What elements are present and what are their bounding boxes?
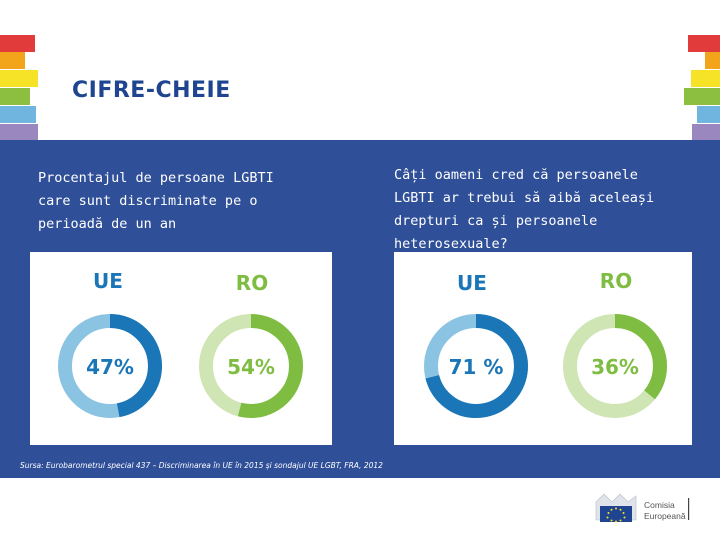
donut-value-arc bbox=[424, 314, 528, 418]
donut-value-arc bbox=[58, 314, 162, 418]
donut-value-arc bbox=[563, 314, 667, 418]
stripe bbox=[0, 124, 38, 141]
stripe bbox=[697, 106, 720, 123]
question-line: care sunt discriminate pe o bbox=[38, 193, 258, 209]
question-line: perioadă de un an bbox=[38, 216, 177, 232]
question-line: Procentajul de persoane LGBTI bbox=[38, 170, 274, 186]
stripe bbox=[0, 88, 30, 105]
question-line: drepturi ca și persoanele bbox=[394, 213, 598, 229]
stripe bbox=[688, 35, 720, 52]
stripe bbox=[0, 70, 38, 87]
stripe bbox=[0, 52, 25, 69]
logo-line2: Europeană bbox=[644, 511, 686, 521]
right-question: Câți oameni cred că persoanele LGBTI ar … bbox=[394, 164, 714, 256]
right-donut-charts: UE 71 % RO 36% bbox=[424, 269, 667, 418]
percentage-value: 36% bbox=[591, 355, 639, 379]
stripe bbox=[0, 35, 35, 52]
donut-value-arc bbox=[199, 314, 303, 418]
region-label: UE bbox=[93, 269, 123, 293]
percentage-value: 54% bbox=[227, 355, 275, 379]
stripe bbox=[692, 124, 720, 141]
stripe bbox=[691, 70, 720, 87]
logo-line1: Comisia bbox=[644, 500, 675, 510]
european-commission-logo: Comisia Europeană bbox=[594, 490, 704, 526]
question-line: Câți oameni cred că persoanele bbox=[394, 167, 638, 183]
left-donut-charts: UE 47% RO 54% bbox=[58, 269, 303, 418]
question-line: heterosexuale? bbox=[394, 236, 508, 252]
region-label: RO bbox=[600, 269, 632, 293]
stripe bbox=[705, 52, 720, 69]
region-label: RO bbox=[236, 271, 268, 295]
stripe bbox=[0, 106, 36, 123]
stripe bbox=[684, 88, 720, 105]
percentage-value: 47% bbox=[86, 355, 134, 379]
region-label: UE bbox=[457, 271, 487, 295]
left-chart-card: UE 47% RO 54% bbox=[30, 252, 332, 445]
page-title: CIFRE-CHEIE bbox=[72, 78, 231, 103]
question-line: LGBTI ar trebui să aibă aceleași bbox=[394, 190, 655, 206]
left-question: Procentajul de persoane LGBTI care sunt … bbox=[38, 167, 338, 236]
source-note: Sursa: Eurobarometrul special 437 – Disc… bbox=[20, 461, 383, 470]
right-chart-card: UE 71 % RO 36% bbox=[394, 252, 692, 445]
percentage-value: 71 % bbox=[449, 355, 504, 379]
